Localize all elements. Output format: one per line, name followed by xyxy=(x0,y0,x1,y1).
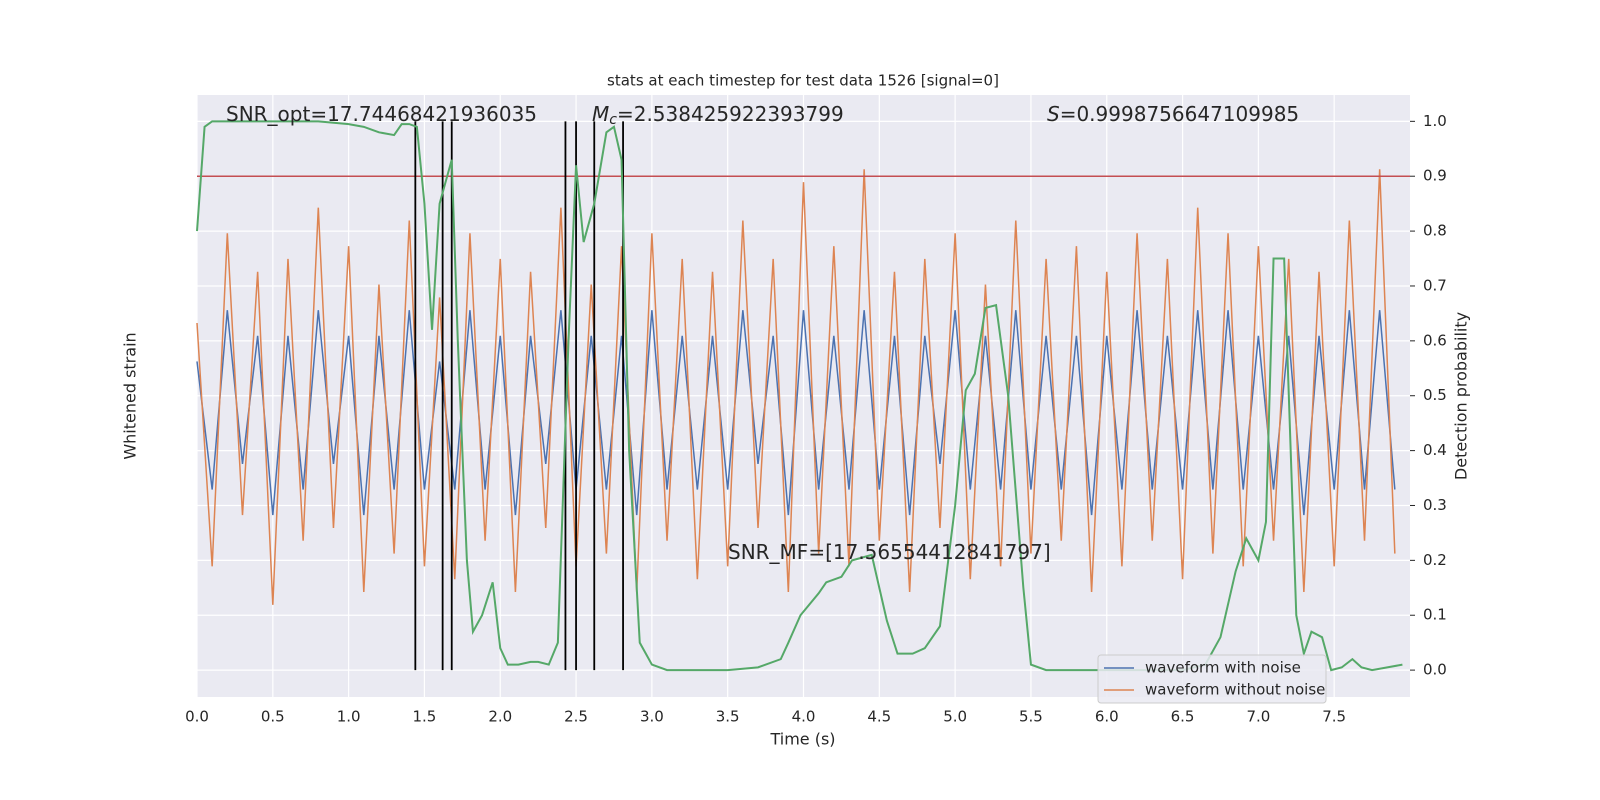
detection-line xyxy=(196,120,1403,672)
waveform-line xyxy=(196,310,1396,516)
chart-title: stats at each timestep for test data 152… xyxy=(607,72,999,90)
annotation-text: =0.9998756647109985 xyxy=(1060,102,1299,126)
x-tick-label: 3.5 xyxy=(716,708,740,726)
annotation: SNR_MF=[17.56554412841797] xyxy=(728,540,1051,564)
annotation: S=0.9998756647109985 xyxy=(1047,102,1299,126)
y2-tick-label: 0.3 xyxy=(1423,496,1447,514)
x-tick-label: 3.0 xyxy=(640,708,664,726)
y2-tick-label: 0.8 xyxy=(1423,222,1447,240)
y2-tick-label: 0.2 xyxy=(1423,551,1447,569)
x-tick-label: 5.5 xyxy=(1019,708,1043,726)
y-axis-label: Whitened strain xyxy=(121,332,140,459)
x-tick-label: 4.5 xyxy=(867,708,891,726)
x-tick-label: 0.5 xyxy=(261,708,285,726)
annotation-symbol: S xyxy=(1047,102,1060,126)
y2-tick-label: 0.0 xyxy=(1423,661,1447,679)
x-tick-label: 5.0 xyxy=(943,708,967,726)
x-tick-label: 0.0 xyxy=(185,708,209,726)
y2-tick-label: 1.0 xyxy=(1423,112,1447,130)
x-tick-label: 1.5 xyxy=(413,708,437,726)
y2-tick-label: 0.9 xyxy=(1423,167,1447,185)
annotation-text: =2.538425922393799 xyxy=(617,102,844,126)
legend-label: waveform without noise xyxy=(1145,681,1325,699)
x-axis-label: Time (s) xyxy=(769,730,835,749)
legend-box xyxy=(1097,654,1327,704)
legend-label: waveform with noise xyxy=(1145,659,1301,677)
y2-tick-label: 0.7 xyxy=(1423,276,1447,294)
waveform-line xyxy=(196,169,1396,605)
y2-tick-label: 0.4 xyxy=(1423,441,1447,459)
annotation-text: SNR_opt=17.74468421936035 xyxy=(226,102,537,126)
annotation-text: SNR_MF=[17.56554412841797] xyxy=(728,540,1051,564)
x-tick-label: 7.5 xyxy=(1322,708,1346,726)
x-tick-label: 2.5 xyxy=(564,708,588,726)
x-tick-label: 6.5 xyxy=(1171,708,1195,726)
y2-tick-label: 0.1 xyxy=(1423,606,1447,624)
x-tick-label: 2.0 xyxy=(488,708,512,726)
annotation: Mc=2.538425922393799 xyxy=(592,102,844,129)
y2-tick-label: 0.5 xyxy=(1423,386,1447,404)
annotation-symbol: M xyxy=(592,102,609,126)
annotation-subscript: c xyxy=(609,112,617,128)
x-tick-label: 6.0 xyxy=(1095,708,1119,726)
x-tick-label: 4.0 xyxy=(792,708,816,726)
y2-axis-label: Detection probability xyxy=(1452,312,1471,480)
x-tick-label: 7.0 xyxy=(1246,708,1270,726)
annotation: SNR_opt=17.74468421936035 xyxy=(226,102,537,126)
y2-tick-label: 0.6 xyxy=(1423,331,1447,349)
x-tick-label: 1.0 xyxy=(337,708,361,726)
